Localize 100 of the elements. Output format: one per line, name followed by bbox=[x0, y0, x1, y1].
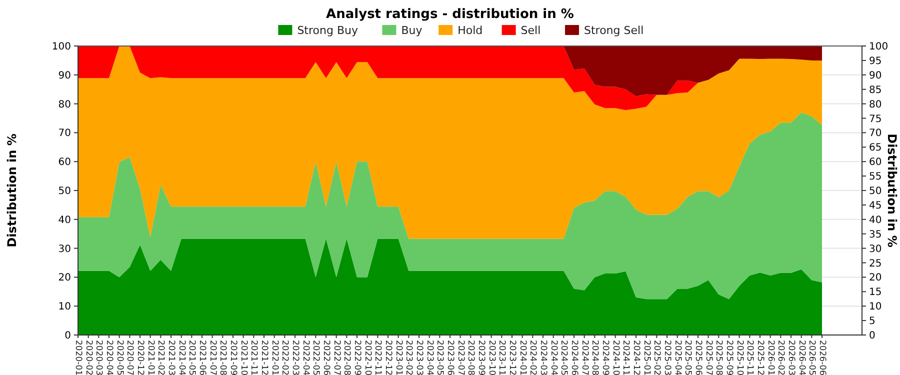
x-tick-label: 2024-04 bbox=[548, 340, 558, 375]
y-tick-label: 20 bbox=[58, 272, 71, 284]
y-tick-label: 80 bbox=[58, 99, 71, 110]
y-tick-label: 70 bbox=[58, 128, 71, 140]
x-tick-label: 2025-01 bbox=[641, 340, 652, 375]
y2-tick-label: 20 bbox=[869, 272, 882, 284]
y2-tick-label: 75 bbox=[869, 114, 882, 125]
x-tick-label: 2024-07 bbox=[579, 340, 590, 375]
x-tick-label: 2025-08 bbox=[714, 340, 724, 375]
y-tick-label: 40 bbox=[58, 214, 71, 226]
y2-tick-label: 35 bbox=[869, 229, 882, 240]
y2-tick-label: 30 bbox=[869, 244, 882, 255]
x-tick-label: 2021-07 bbox=[207, 340, 218, 375]
x-tick-label: 2024-09 bbox=[600, 340, 610, 375]
y-tick-label: 30 bbox=[58, 244, 71, 255]
y2-axis-title: Distribution in % bbox=[885, 134, 899, 248]
x-tick-label: 2023-09 bbox=[476, 340, 486, 375]
x-tick-label: 2026-04 bbox=[796, 340, 806, 375]
legend-label: Buy bbox=[401, 24, 423, 37]
x-tick-label: 2023-08 bbox=[466, 340, 476, 375]
chart-title: Analyst ratings - distribution in % bbox=[326, 7, 574, 22]
x-tick-label: 2023-11 bbox=[496, 340, 507, 375]
x-tick-label: 2022-11 bbox=[372, 340, 383, 375]
x-tick-label: 2024-11 bbox=[620, 340, 631, 375]
x-tick-label: 2020-02 bbox=[83, 340, 94, 375]
y2-tick-label: 55 bbox=[869, 172, 882, 183]
x-tick-label: 2023-12 bbox=[507, 340, 517, 375]
x-tick-label: 2022-09 bbox=[352, 340, 362, 375]
x-tick-label: 2020-07 bbox=[124, 340, 135, 375]
x-tick-label: 2026-03 bbox=[786, 340, 796, 375]
x-tick-label: 2021-03 bbox=[166, 340, 176, 375]
x-tick-label: 2024-12 bbox=[631, 340, 641, 375]
legend-label: Sell bbox=[520, 24, 541, 37]
y2-tick-label: 80 bbox=[869, 99, 882, 110]
y2-tick-label: 60 bbox=[869, 157, 882, 168]
x-tick-label: 2025-07 bbox=[703, 340, 714, 375]
x-tick-label: 2021-06 bbox=[197, 340, 207, 375]
x-tick-label: 2025-10 bbox=[734, 340, 744, 375]
y-tick-label: 90 bbox=[58, 70, 71, 82]
x-tick-label: 2025-05 bbox=[682, 340, 693, 375]
x-tick-label: 2021-12 bbox=[259, 340, 269, 375]
x-tick-label: 2024-05 bbox=[558, 340, 569, 375]
x-tick-label: 2023-01 bbox=[393, 340, 404, 375]
x-tick-label: 2022-06 bbox=[321, 340, 331, 375]
y2-tick-label: 40 bbox=[869, 214, 882, 226]
x-tick-label: 2021-11 bbox=[248, 340, 259, 375]
y-tick-label: 100 bbox=[52, 42, 71, 52]
y-tick-label: 10 bbox=[58, 302, 71, 313]
y2-tick-label: 95 bbox=[869, 56, 882, 67]
y2-tick-label: 70 bbox=[869, 128, 882, 140]
x-tick-label: 2022-01 bbox=[269, 340, 280, 375]
x-tick-label: 2023-02 bbox=[404, 340, 414, 375]
y2-tick-label: 90 bbox=[869, 70, 882, 82]
x-tick-label: 2021-02 bbox=[156, 340, 166, 375]
x-tick-label: 2023-05 bbox=[434, 340, 445, 375]
y-tick-label: 0 bbox=[64, 330, 71, 342]
x-tick-label: 2020-05 bbox=[114, 340, 124, 375]
x-tick-label: 2024-03 bbox=[538, 340, 548, 375]
legend-label: Strong Sell bbox=[584, 24, 644, 37]
x-tick-label: 2025-03 bbox=[662, 340, 672, 375]
x-tick-label: 2022-05 bbox=[310, 340, 321, 375]
x-tick-label: 2021-08 bbox=[218, 340, 228, 375]
x-tick-label: 2025-09 bbox=[724, 340, 734, 375]
x-tick-label: 2021-04 bbox=[176, 340, 186, 375]
y2-tick-label: 15 bbox=[869, 287, 882, 298]
x-tick-label: 2020-04 bbox=[104, 340, 114, 375]
x-tick-label: 2023-04 bbox=[424, 340, 434, 375]
x-tick-label: 2020-01 bbox=[73, 340, 83, 375]
y2-tick-label: 50 bbox=[869, 186, 882, 197]
x-tick-label: 2022-03 bbox=[290, 340, 300, 375]
y2-tick-label: 0 bbox=[869, 330, 876, 342]
x-tick-label: 2023-06 bbox=[445, 340, 455, 375]
x-tick-label: 2026-02 bbox=[776, 340, 786, 375]
x-tick-label: 2024-06 bbox=[569, 340, 579, 375]
y2-tick-label: 45 bbox=[869, 200, 882, 212]
x-tick-label: 2020-12 bbox=[135, 340, 145, 375]
y2-tick-label: 10 bbox=[869, 302, 882, 313]
x-tick-label: 2022-10 bbox=[362, 340, 372, 375]
x-tick-label: 2024-10 bbox=[610, 340, 620, 375]
y2-tick-label: 65 bbox=[869, 142, 882, 154]
x-tick-label: 2025-12 bbox=[755, 340, 765, 375]
y2-tick-label: 100 bbox=[869, 42, 888, 52]
x-tick-label: 2022-02 bbox=[280, 340, 290, 375]
x-tick-label: 2021-05 bbox=[186, 340, 197, 375]
x-tick-label: 2026-01 bbox=[765, 340, 776, 375]
x-tick-label: 2024-01 bbox=[517, 340, 528, 375]
x-tick-label: 2022-04 bbox=[300, 340, 310, 375]
y-axis-title: Distribution in % bbox=[5, 134, 19, 248]
x-tick-label: 2021-01 bbox=[145, 340, 156, 375]
x-tick-label: 2025-06 bbox=[693, 340, 703, 375]
y2-tick-label: 85 bbox=[869, 84, 882, 96]
x-tick-label: 2026-06 bbox=[817, 340, 827, 375]
legend-label: Hold bbox=[458, 24, 483, 37]
x-tick-label: 2021-10 bbox=[238, 340, 248, 375]
y-tick-label: 60 bbox=[58, 157, 71, 168]
y2-tick-label: 25 bbox=[869, 258, 882, 270]
x-tick-label: 2025-11 bbox=[744, 340, 755, 375]
y-tick-label: 50 bbox=[58, 186, 71, 197]
x-tick-label: 2022-07 bbox=[331, 340, 342, 375]
x-tick-label: 2024-02 bbox=[528, 340, 538, 375]
